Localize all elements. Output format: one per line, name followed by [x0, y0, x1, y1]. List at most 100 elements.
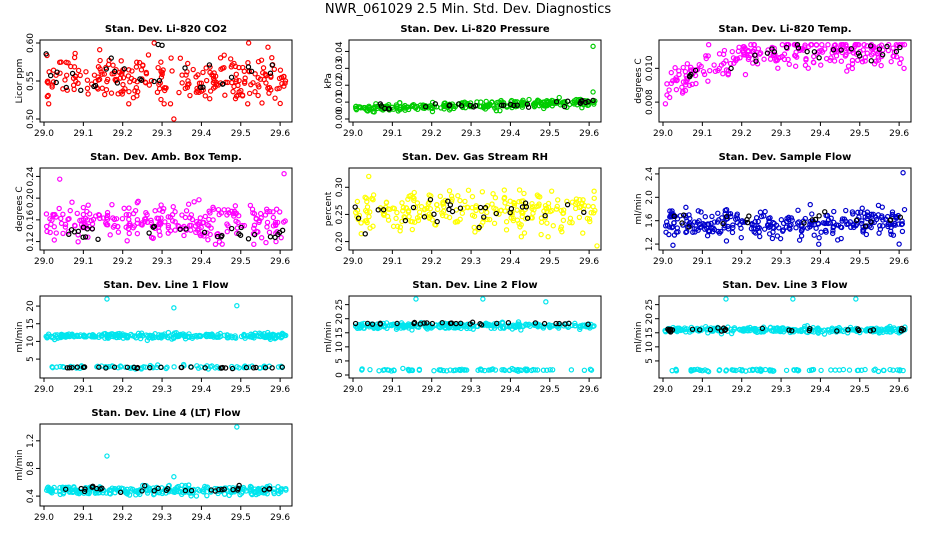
- data-point: [376, 368, 382, 374]
- data-point: [187, 92, 193, 99]
- data-points: [43, 296, 289, 372]
- data-point: [129, 68, 135, 74]
- data-point: [63, 72, 70, 78]
- data-point: [44, 78, 51, 84]
- data-point: [132, 207, 139, 214]
- data-point: [680, 64, 686, 71]
- data-point: [411, 189, 417, 196]
- chart-panel-1: Stan. Dev. Li-820 CO2 29.0 29.1 29.2 29.3 29.…: [15, 24, 293, 139]
- y-tick-label: 5: [645, 358, 655, 364]
- data-point: [519, 323, 526, 329]
- data-point: [545, 204, 552, 211]
- data-point: [672, 76, 678, 83]
- data-point: [68, 227, 75, 233]
- data-point: [219, 487, 225, 493]
- data-point-outlier: [234, 424, 240, 430]
- data-point: [783, 218, 790, 225]
- data-point: [491, 220, 498, 227]
- data-point: [97, 57, 103, 64]
- data-point: [82, 234, 89, 240]
- data-point: [274, 219, 281, 226]
- data-point: [282, 80, 288, 86]
- data-point: [719, 215, 725, 221]
- x-tick-label: 29.1: [692, 257, 712, 267]
- data-point: [232, 95, 239, 102]
- data-point: [708, 220, 714, 227]
- data-point: [709, 213, 715, 220]
- data-point: [126, 212, 132, 218]
- data-point: [255, 74, 261, 81]
- data-point: [791, 367, 797, 373]
- data-point: [762, 208, 768, 215]
- x-tick-label: 29.6: [579, 257, 599, 267]
- data-point: [353, 323, 359, 330]
- data-point: [49, 82, 55, 88]
- data-point: [221, 332, 228, 339]
- plot-frame: [658, 39, 912, 123]
- data-point: [684, 326, 690, 332]
- data-point: [111, 68, 118, 75]
- data-point: [251, 231, 258, 238]
- x-tick-label: 29.5: [231, 385, 251, 395]
- data-point: [784, 41, 791, 48]
- data-points: [44, 424, 289, 499]
- data-point: [524, 366, 530, 372]
- data-point: [147, 364, 153, 371]
- data-point: [63, 59, 69, 66]
- data-point: [562, 99, 568, 105]
- data-point: [409, 219, 415, 225]
- data-point: [437, 193, 443, 199]
- data-point: [177, 226, 183, 232]
- data-point: [770, 219, 776, 226]
- x-tick-label: 29.3: [461, 129, 481, 139]
- data-point: [784, 215, 790, 222]
- data-point: [176, 89, 182, 96]
- data-point: [889, 209, 896, 215]
- plot-frame: [348, 39, 602, 123]
- data-point-outlier: [590, 89, 596, 95]
- x-tick-label: 29.3: [771, 257, 791, 267]
- data-point: [69, 364, 75, 371]
- y-tick-label: 0.008: [645, 89, 655, 115]
- data-point: [165, 483, 172, 489]
- data-point: [274, 86, 280, 92]
- data-point: [207, 364, 214, 370]
- data-point: [126, 101, 132, 107]
- data-point: [364, 320, 371, 327]
- data-point: [791, 41, 798, 48]
- y-tick-label: 15: [645, 327, 655, 338]
- data-point: [664, 222, 671, 228]
- data-point: [207, 231, 213, 238]
- data-point: [366, 213, 372, 220]
- data-point: [117, 489, 124, 496]
- data-point: [84, 77, 91, 83]
- data-point: [759, 325, 766, 332]
- data-point: [168, 55, 174, 61]
- data-point: [133, 64, 140, 70]
- data-point: [377, 320, 383, 327]
- data-point: [53, 230, 59, 236]
- x-tick-label: 29.1: [382, 385, 402, 395]
- plot-frame: [39, 167, 293, 251]
- data-point: [704, 326, 711, 332]
- data-point: [849, 61, 856, 67]
- data-point: [245, 236, 252, 242]
- data-point: [270, 209, 276, 215]
- data-point: [411, 319, 418, 326]
- data-point: [207, 96, 213, 102]
- data-point: [102, 335, 108, 341]
- data-point: [738, 225, 744, 231]
- data-point: [809, 217, 816, 223]
- data-point: [783, 44, 790, 51]
- data-point: [87, 484, 93, 490]
- y-axis-label: degrees C: [634, 58, 644, 103]
- data-point: [118, 58, 124, 64]
- data-point: [251, 241, 257, 247]
- data-point: [757, 233, 763, 240]
- data-point: [125, 73, 132, 79]
- data-point: [43, 211, 50, 217]
- chart-title: Stan. Dev. Line 1 Flow: [103, 280, 228, 291]
- data-point: [828, 367, 834, 373]
- x-tick-label: 29.3: [152, 513, 172, 523]
- data-point: [771, 368, 777, 374]
